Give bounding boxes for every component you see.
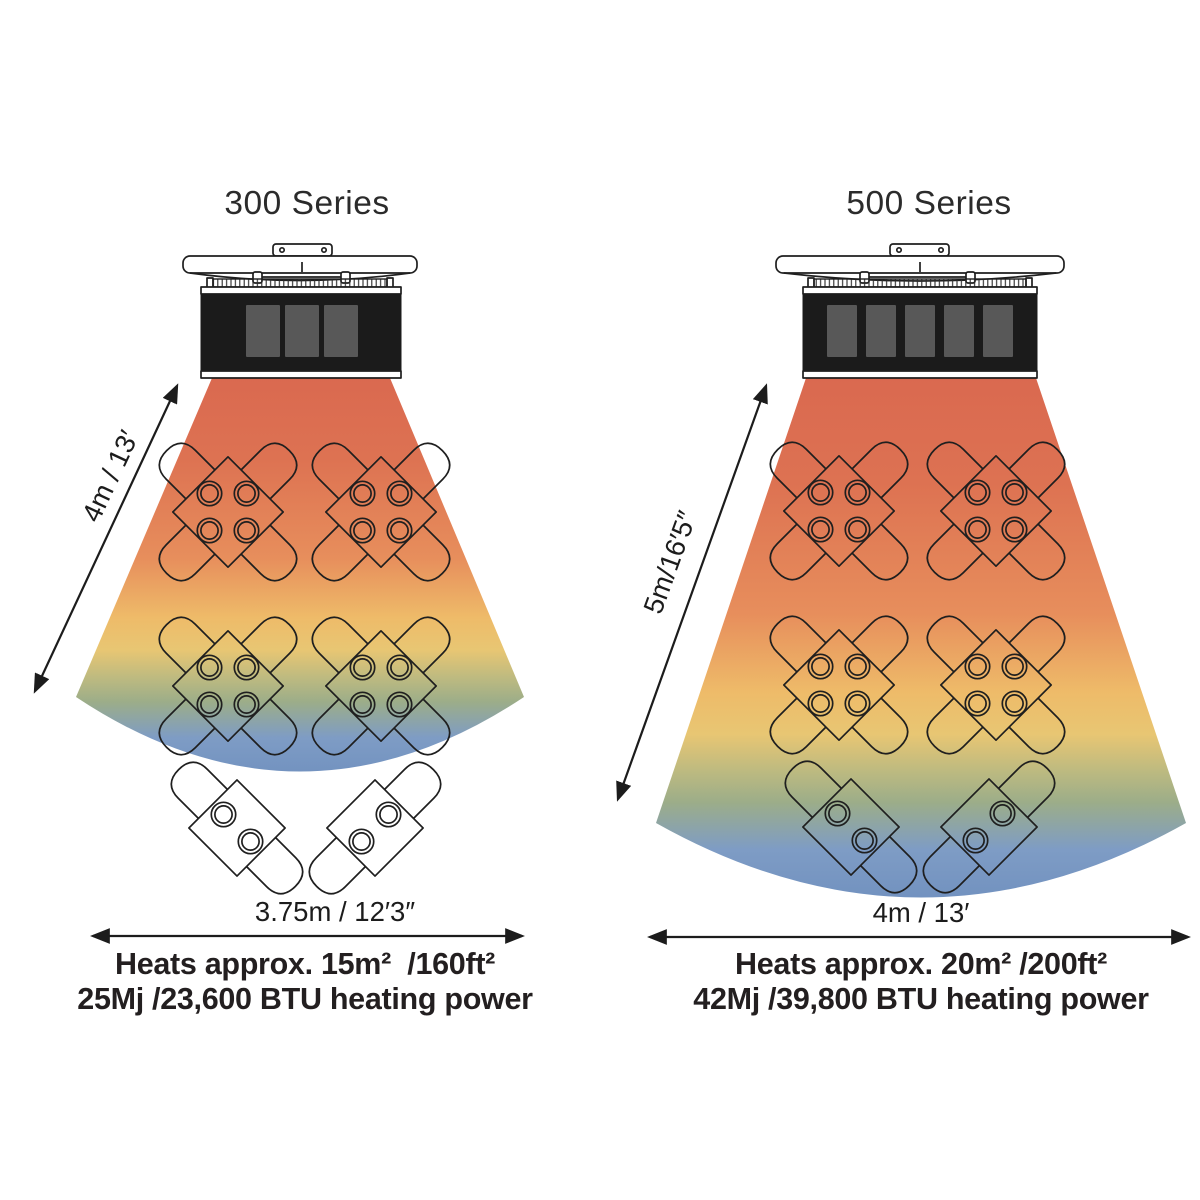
body-rim-bottom xyxy=(802,370,1038,379)
burner-window xyxy=(285,305,319,357)
series-300-title: 300 Series xyxy=(224,185,389,222)
width-dimension-500: 4m / 13′ xyxy=(647,897,1191,945)
bracket-hole xyxy=(895,246,903,254)
burner-window xyxy=(246,305,280,357)
coverage-area-500: Heats approx. 20m² /200ft² xyxy=(735,947,1107,981)
burner-window xyxy=(866,305,896,357)
width-dimension-300: 3.75m / 12′3″ xyxy=(90,896,525,944)
two-seat-table xyxy=(302,755,448,901)
body-rim-bottom xyxy=(200,370,402,379)
bracket-hole xyxy=(937,246,945,254)
width-label-500: 4m / 13′ xyxy=(873,897,970,928)
two-seat-table xyxy=(164,755,310,901)
body-rim-top xyxy=(802,286,1038,295)
series-500-title: 500 Series xyxy=(846,185,1011,222)
bracket-hole xyxy=(320,246,328,254)
heat-spread-cone-500 xyxy=(656,378,1186,898)
grill-bar xyxy=(212,278,388,288)
grill-bar xyxy=(813,278,1027,288)
bracket-hole xyxy=(278,246,286,254)
mount-bracket xyxy=(272,243,333,257)
height-arrow xyxy=(33,383,179,694)
heater-canopy xyxy=(182,255,418,274)
burner-window xyxy=(983,305,1013,357)
burner-window xyxy=(324,305,358,357)
burner-window xyxy=(944,305,974,357)
heater-300 xyxy=(182,243,418,379)
body-rim-top xyxy=(200,286,402,295)
series-500-diagram: 500 Series xyxy=(616,185,1191,1016)
height-label-500: 5m/16′5″ xyxy=(637,507,703,618)
series-300-diagram: 300 Series xyxy=(33,185,533,1016)
heat-spread-cone-300 xyxy=(76,378,524,772)
height-arrow xyxy=(616,383,768,802)
burner-window xyxy=(827,305,857,357)
burner-window xyxy=(905,305,935,357)
width-label-300: 3.75m / 12′3″ xyxy=(255,896,415,927)
coverage-area-300: Heats approx. 15m² /160ft² xyxy=(115,947,495,981)
heating-power-500: 42Mj /39,800 BTU heating power xyxy=(693,982,1149,1016)
mount-bracket xyxy=(889,243,950,257)
heater-500 xyxy=(775,243,1065,379)
heating-power-300: 25Mj /23,600 BTU heating power xyxy=(77,982,533,1016)
